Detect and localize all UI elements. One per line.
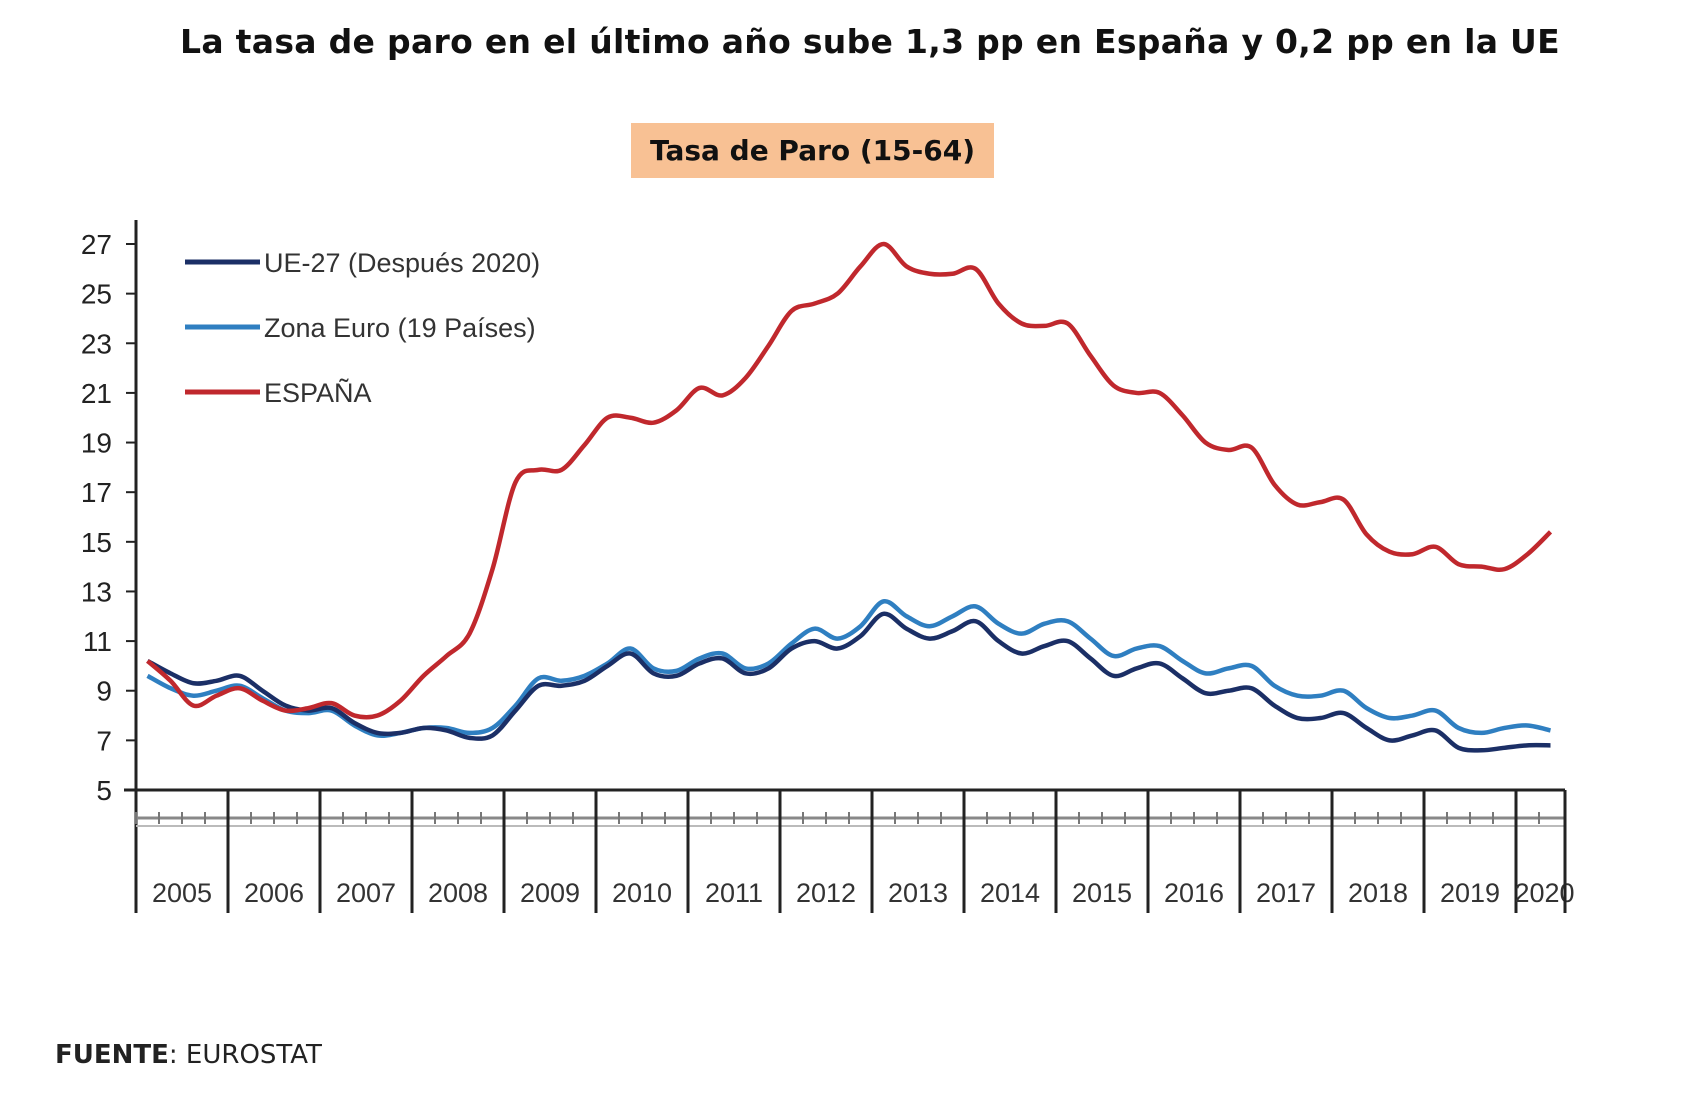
y-tick-label: 15 xyxy=(81,527,112,558)
legend-label: UE-27 (Después 2020) xyxy=(264,248,540,278)
x-tick-label: 2008 xyxy=(428,878,488,908)
y-tick-label: 21 xyxy=(81,378,112,409)
y-tick-label: 23 xyxy=(81,328,112,359)
y-tick-label: 5 xyxy=(96,775,112,806)
y-tick-label: 11 xyxy=(83,626,112,657)
series-line-zona-euro xyxy=(146,599,1552,738)
source-value: : EUROSTAT xyxy=(168,1040,322,1070)
x-tick-label: 2016 xyxy=(1164,878,1224,908)
y-tick-label: 17 xyxy=(81,477,112,508)
x-tick-label: 2011 xyxy=(705,878,763,908)
x-tick-label: 2009 xyxy=(520,878,580,908)
y-tick-label: 25 xyxy=(81,279,112,310)
y-tick-label: 9 xyxy=(96,676,112,707)
chart-title: Tasa de Paro (15-64) xyxy=(631,123,994,178)
legend-label: Zona Euro (19 Países) xyxy=(264,313,536,343)
x-tick-label: 2012 xyxy=(796,878,856,908)
x-tick-label: 2017 xyxy=(1256,878,1316,908)
x-tick-label: 2013 xyxy=(888,878,948,908)
page-title: La tasa de paro en el último año sube 1,… xyxy=(180,22,1560,61)
x-tick-label: 2006 xyxy=(244,878,304,908)
x-tick-label: 2007 xyxy=(336,878,396,908)
x-tick-label: 2005 xyxy=(152,878,212,908)
source-note: FUENTE: EUROSTAT xyxy=(55,1040,322,1070)
x-tick-label: 2010 xyxy=(612,878,672,908)
legend-label: ESPAÑA xyxy=(264,377,372,408)
x-tick-label: 2018 xyxy=(1348,878,1408,908)
y-tick-label: 27 xyxy=(81,229,112,260)
x-tick-label: 2019 xyxy=(1440,878,1500,908)
series-line-ue27 xyxy=(146,611,1551,753)
x-tick-label: 2014 xyxy=(980,878,1040,908)
series-line-espana xyxy=(146,241,1553,720)
source-label: FUENTE xyxy=(55,1040,169,1070)
y-tick-label: 7 xyxy=(96,725,112,756)
x-tick-label: 2015 xyxy=(1072,878,1132,908)
y-tick-label: 19 xyxy=(81,428,112,459)
y-tick-label: 13 xyxy=(81,576,112,607)
